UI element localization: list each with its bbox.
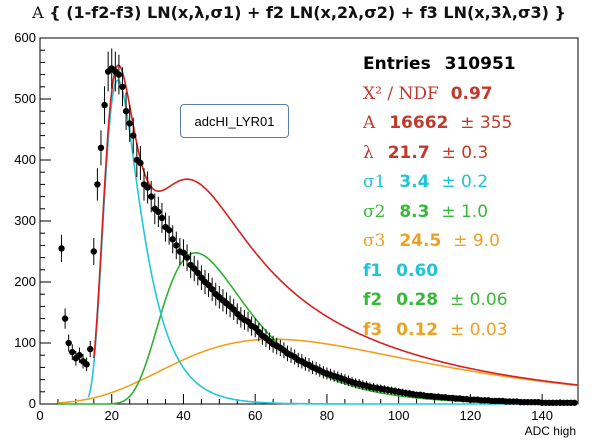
x-axis-title: ADC high bbox=[524, 424, 576, 438]
data-point bbox=[94, 181, 101, 188]
x-tick-label: 140 bbox=[531, 408, 553, 423]
data-point bbox=[169, 236, 176, 243]
f2-value: 0.28 bbox=[396, 290, 439, 310]
lambda-error: ± 0.3 bbox=[441, 142, 489, 163]
sigma3-value: 24.5 bbox=[399, 231, 442, 251]
stats-chi2: X² / NDF 0.97 bbox=[363, 80, 516, 110]
f3-label: f3 bbox=[363, 319, 383, 340]
y-tick-label: 600 bbox=[14, 30, 36, 45]
title-formula: { (1-f2-f3) LN(x,λ,σ1) + f2 LN(x,2λ,σ2) … bbox=[49, 3, 566, 22]
data-point bbox=[69, 348, 76, 356]
data-point bbox=[244, 318, 252, 325]
title-prefix: A bbox=[32, 3, 44, 22]
data-point bbox=[230, 306, 237, 313]
y-tick-label: 0 bbox=[29, 396, 36, 411]
data-point bbox=[191, 265, 198, 272]
stats-entries: Entries 310951 bbox=[363, 50, 516, 80]
y-tick-label: 400 bbox=[14, 152, 36, 167]
data-point bbox=[76, 352, 83, 359]
stats-box: Entries 310951 X² / NDF 0.97 A 16662 ± 3… bbox=[363, 50, 516, 345]
stats-sigma1: σ1 3.4 ± 0.2 bbox=[363, 168, 516, 198]
y-tick-label: 200 bbox=[14, 274, 36, 289]
data-point bbox=[137, 159, 144, 167]
data-point bbox=[155, 208, 162, 216]
data-point bbox=[87, 345, 94, 353]
stats-f1: f1 0.60 bbox=[363, 257, 516, 287]
f2-error: ± 0.06 bbox=[450, 290, 508, 310]
entries-label: Entries bbox=[363, 54, 431, 74]
f3-value: 0.12 bbox=[396, 319, 439, 340]
data-point bbox=[252, 324, 259, 331]
data-point bbox=[147, 193, 155, 200]
data-point bbox=[58, 245, 65, 252]
stats-f2: f2 0.28 ± 0.06 bbox=[363, 286, 516, 316]
data-point bbox=[90, 248, 98, 255]
data-point bbox=[130, 132, 137, 139]
x-tick-label: 60 bbox=[248, 408, 262, 423]
data-point bbox=[165, 226, 173, 234]
chi2-label: X² / NDF bbox=[363, 83, 439, 104]
entries-value: 310951 bbox=[444, 54, 516, 74]
f3-error: ± 0.03 bbox=[450, 319, 508, 340]
data-point bbox=[126, 120, 133, 127]
sigma1-error: ± 0.2 bbox=[441, 172, 489, 192]
x-tick-label: 80 bbox=[320, 408, 334, 423]
histogram-label: adcHI_LYR01 bbox=[180, 104, 289, 138]
sigma1-label: σ1 bbox=[363, 172, 386, 192]
y-tick-label: 300 bbox=[14, 213, 36, 228]
lambda-value: 21.7 bbox=[387, 142, 430, 163]
data-point bbox=[571, 399, 578, 406]
data-point bbox=[144, 184, 151, 191]
data-point bbox=[83, 361, 90, 368]
data-point bbox=[101, 101, 108, 109]
sigma3-error: ± 9.0 bbox=[453, 231, 500, 251]
stats-lambda: λ 21.7 ± 0.3 bbox=[363, 139, 516, 169]
stats-f3: f3 0.12 ± 0.03 bbox=[363, 316, 516, 346]
fit-total-curve bbox=[93, 64, 579, 386]
sigma2-error: ± 1.0 bbox=[441, 201, 489, 222]
data-point bbox=[208, 286, 216, 293]
data-point bbox=[194, 269, 202, 277]
data-point bbox=[173, 242, 180, 249]
data-point bbox=[119, 83, 126, 91]
A-label: A bbox=[363, 113, 376, 133]
x-tick-label: 120 bbox=[460, 408, 482, 423]
chart-title: A { (1-f2-f3) LN(x,λ,σ1) + f2 LN(x,2λ,σ2… bbox=[0, 3, 598, 22]
data-point bbox=[183, 254, 191, 261]
chi2-value: 0.97 bbox=[450, 83, 493, 104]
f1-label: f1 bbox=[363, 260, 383, 281]
data-point bbox=[205, 281, 212, 289]
y-tick-label: 500 bbox=[14, 91, 36, 106]
stats-sigma3: σ3 24.5 ± 9.0 bbox=[363, 227, 516, 257]
sigma2-label: σ2 bbox=[363, 201, 386, 222]
sigma1-value: 3.4 bbox=[399, 172, 430, 192]
data-point bbox=[180, 249, 187, 256]
x-tick-label: 20 bbox=[104, 408, 118, 423]
x-tick-label: 0 bbox=[36, 408, 43, 423]
data-point bbox=[115, 71, 123, 78]
sigma3-label: σ3 bbox=[363, 231, 386, 251]
f2-label: f2 bbox=[363, 290, 383, 310]
A-error: ± 355 bbox=[460, 113, 513, 133]
A-value: 16662 bbox=[389, 113, 449, 133]
data-point bbox=[65, 339, 72, 347]
stats-A: A 16662 ± 355 bbox=[363, 109, 516, 139]
sigma2-value: 8.3 bbox=[399, 201, 430, 222]
x-tick-label: 40 bbox=[176, 408, 190, 423]
stats-sigma2: σ2 8.3 ± 1.0 bbox=[363, 198, 516, 228]
data-point bbox=[122, 108, 130, 115]
x-tick-label: 100 bbox=[388, 408, 410, 423]
y-tick-label: 100 bbox=[14, 335, 36, 350]
data-points bbox=[58, 48, 578, 406]
data-point bbox=[97, 144, 105, 151]
fit-component-3-curve bbox=[57, 338, 579, 404]
data-point bbox=[61, 315, 69, 322]
f1-value: 0.60 bbox=[396, 260, 439, 281]
lambda-label: λ bbox=[363, 142, 374, 163]
data-point bbox=[198, 274, 205, 281]
data-point bbox=[158, 214, 166, 222]
